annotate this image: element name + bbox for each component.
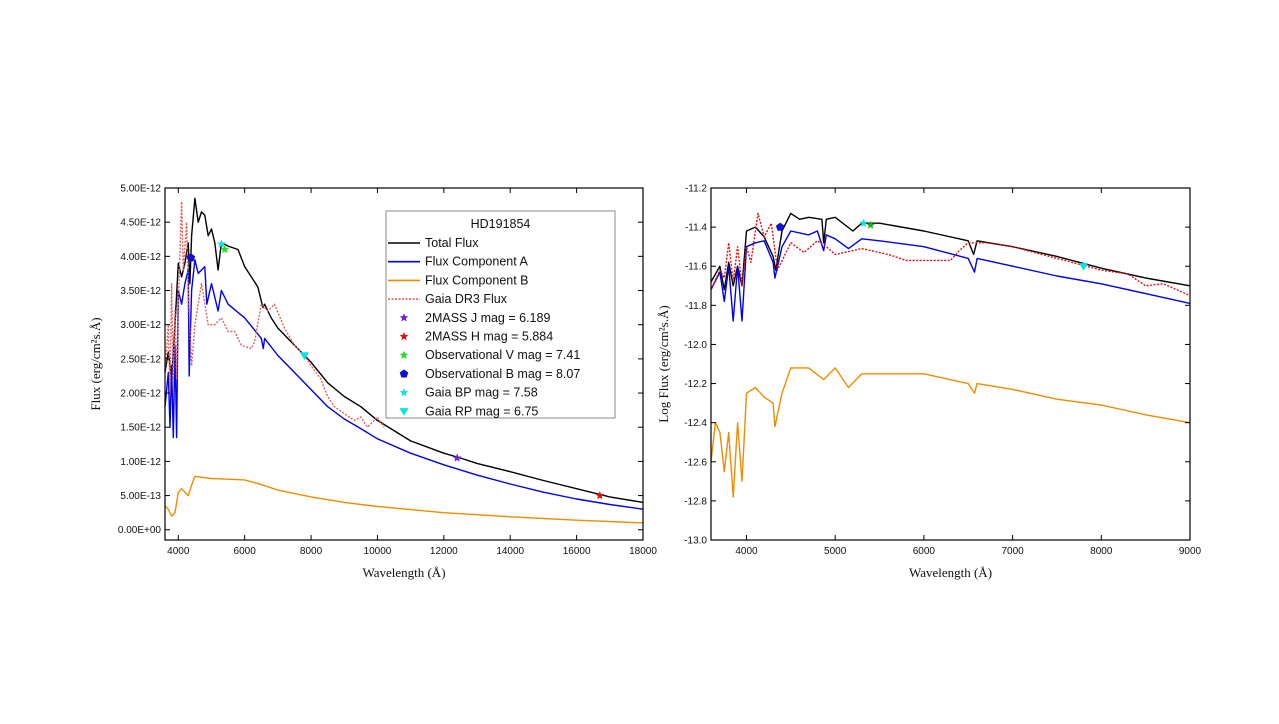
series-line-3 [710, 212, 1191, 297]
legend-title: HD191854 [471, 217, 531, 231]
data-marker-4 [217, 239, 226, 248]
legend-marker [399, 369, 409, 378]
series-line-2 [710, 367, 1191, 498]
y-tick-label: -11.2 [685, 184, 707, 195]
x-tick-label: 18000 [629, 546, 657, 557]
y-tick-label: -12.6 [684, 457, 707, 468]
data-marker-2 [220, 245, 230, 254]
x-tick-label: 8000 [300, 546, 323, 557]
x-tick-label: 6000 [234, 546, 257, 557]
x-tick-label: 6000 [913, 546, 936, 557]
data-marker-2 [866, 220, 875, 229]
x-tick-label: 4000 [735, 546, 758, 557]
y-tick-label: 5.00E-13 [120, 491, 161, 502]
legend-label: Observational V mag = 7.41 [425, 348, 580, 362]
y-axis-label: Log Flux (erg/cm²s.Å) [656, 305, 671, 422]
x-tick-label: 9000 [1179, 546, 1202, 557]
legend-label: 2MASS H mag = 5.884 [425, 330, 553, 344]
x-tick-label: 10000 [364, 546, 392, 557]
series-line-total-flux [164, 197, 644, 504]
y-tick-label: 3.00E-12 [120, 320, 161, 331]
series-line-gaia-dr3-flux [164, 201, 385, 428]
legend-label: Total Flux [425, 236, 479, 250]
y-tick-label: 2.50E-12 [120, 354, 161, 365]
data-marker-5 [299, 352, 309, 360]
legend: HD191854 Total Flux Flux Component A Flux C… [385, 210, 616, 419]
x-tick-label: 7000 [1001, 546, 1024, 557]
series-line-1 [710, 230, 1191, 322]
legend-box [385, 210, 616, 419]
legend-label: Gaia BP mag = 7.58 [425, 386, 538, 400]
y-tick-label: 4.50E-12 [120, 218, 161, 229]
y-tick-label: 5.00E-12 [120, 184, 161, 195]
y-tick-label: 3.50E-12 [120, 286, 161, 297]
y-tick-label: -12.2 [684, 379, 707, 390]
y-tick-label: -13.0 [684, 536, 707, 547]
y-tick-label: -12.8 [684, 496, 707, 507]
data-marker-1 [595, 491, 605, 500]
data-marker-0 [452, 453, 462, 462]
chart-1: 4000 6000 8000 10000 12000 14000 16000 18000 0.0… [88, 184, 657, 581]
legend-label: Observational B mag = 8.07 [425, 367, 580, 381]
legend-marker [399, 350, 409, 359]
legend-label: Flux Component B [425, 273, 529, 287]
y-tick-label: 1.50E-12 [120, 423, 161, 434]
chart-2: 4000 5000 6000 7000 8000 9000 -13.0 -12.8 -12.6 -… [656, 184, 1202, 581]
y-tick-label: 1.00E-12 [120, 457, 161, 468]
x-axis-label: Wavelength (Å) [909, 565, 992, 580]
x-axis-label: Wavelength (Å) [362, 565, 445, 580]
x-tick-label: 5000 [824, 546, 847, 557]
legend-label: Gaia RP mag = 6.75 [425, 404, 538, 418]
x-tick-label: 8000 [1090, 546, 1113, 557]
y-axis-label: Flux (erg/cm²s.Å) [88, 317, 103, 410]
x-tick-label: 14000 [496, 546, 524, 557]
x-tick-label: 4000 [167, 546, 190, 557]
plot-frame [164, 187, 644, 541]
y-tick-label: -12.0 [684, 340, 707, 351]
y-tick-label: -11.6 [685, 262, 707, 273]
data-marker-1 [859, 218, 868, 227]
y-tick-label: -11.4 [685, 223, 707, 234]
legend-marker [399, 332, 409, 341]
x-tick-label: 12000 [430, 546, 458, 557]
legend-label: Gaia DR3 Flux [425, 292, 508, 306]
y-tick-label: 0.00E+00 [118, 525, 162, 536]
legend-label: Flux Component A [425, 255, 528, 269]
legend-label: 2MASS J mag = 6.189 [425, 311, 550, 325]
legend-marker [399, 388, 409, 397]
legend-marker [399, 408, 409, 416]
x-tick-label: 16000 [563, 546, 591, 557]
y-tick-label: 2.00E-12 [120, 389, 161, 400]
y-tick-label: -11.8 [685, 301, 707, 312]
y-tick-label: 4.00E-12 [120, 252, 161, 263]
data-marker-3 [186, 253, 196, 262]
y-tick-label: -12.4 [684, 418, 707, 429]
series-line-flux-component-b [164, 475, 644, 524]
data-marker-3 [1079, 263, 1089, 271]
plot-frame [710, 187, 1191, 541]
data-marker-0 [775, 222, 785, 231]
legend-marker [399, 313, 409, 322]
